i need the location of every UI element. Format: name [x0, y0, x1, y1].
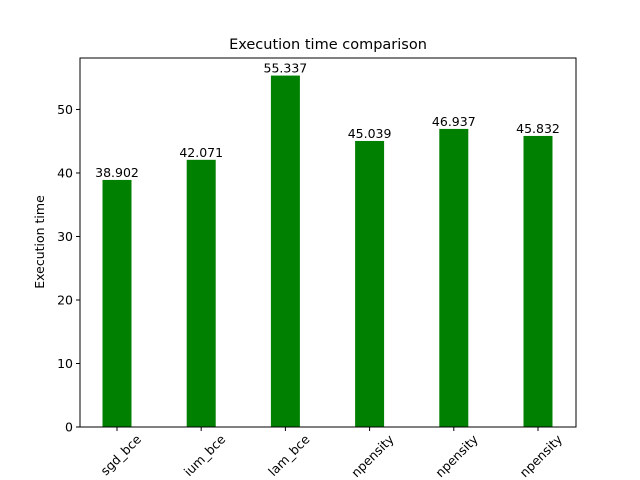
y-tick-label: 10: [57, 356, 73, 371]
y-axis: 0 10 20 30 40 50: [57, 102, 80, 435]
value-label: 45.832: [516, 121, 560, 136]
bar-sgd_propensity: [355, 140, 385, 427]
x-tick-label: lam_bce: [265, 431, 313, 479]
x-tick-label: ium_bce: [181, 431, 229, 479]
bar-adam_propensity: [523, 135, 553, 428]
y-axis-label: Execution time: [32, 195, 47, 289]
bars-group: [102, 75, 553, 428]
y-tick-label: 0: [65, 420, 73, 435]
bar-sgd_bce: [102, 179, 132, 427]
chart-title: Execution time comparison: [229, 37, 427, 53]
bar-momentum_bce: [186, 159, 216, 427]
y-tick-label: 50: [57, 102, 73, 117]
y-tick-label: 30: [57, 229, 73, 244]
bar-adam_bce: [270, 75, 300, 428]
value-label: 38.902: [95, 165, 139, 180]
x-tick-label: npensity: [348, 431, 397, 480]
y-tick-label: 20: [57, 292, 73, 307]
y-tick-label: 40: [57, 165, 73, 180]
plot-frame: [79, 57, 577, 428]
value-label: 42.071: [179, 145, 223, 160]
value-label: 46.937: [432, 114, 476, 129]
x-tick-label: npensity: [432, 431, 481, 480]
x-tick-label: npensity: [516, 431, 565, 480]
bar-momentum_propensity: [439, 128, 469, 427]
value-labels-group: 38.902 42.071 55.337 45.039 46.937 45.832: [95, 61, 560, 180]
value-label: 45.039: [348, 126, 392, 141]
x-axis: sgd_bce ium_bce lam_bce npensity npensity npe…: [97, 427, 566, 480]
value-label: 55.337: [264, 61, 308, 76]
x-tick-label: sgd_bce: [97, 431, 144, 478]
